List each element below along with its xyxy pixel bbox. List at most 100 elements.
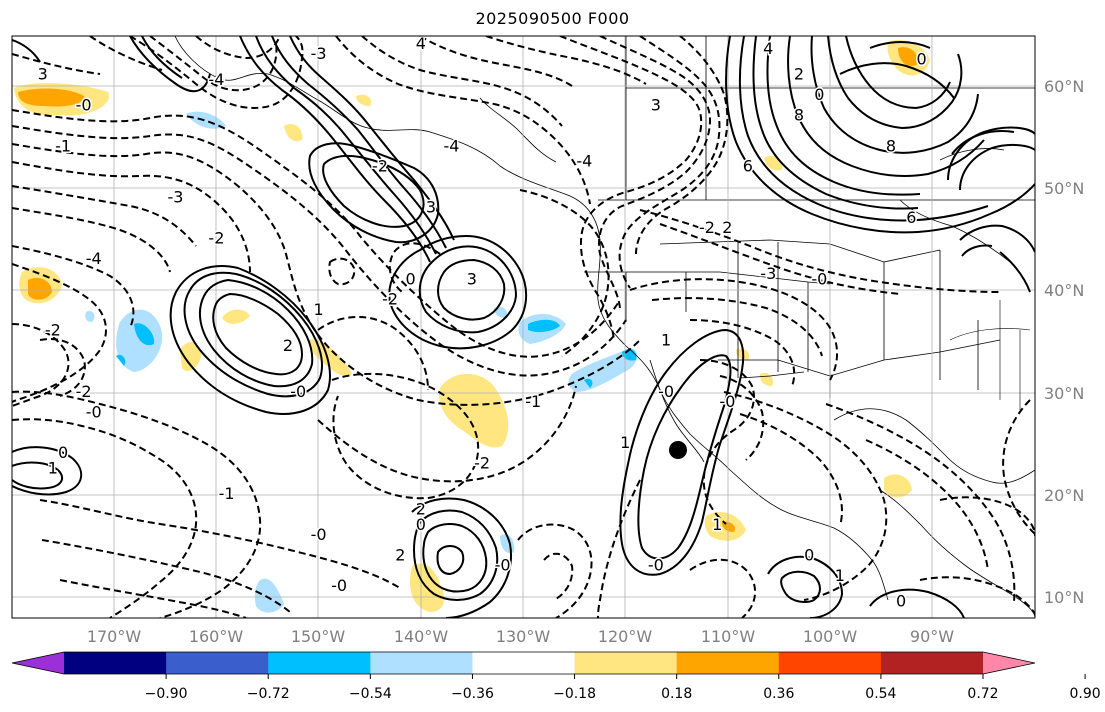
- colorbar-outline: [11, 651, 1036, 675]
- colorbar-segment: [778, 652, 882, 674]
- lon-label: 110°W: [701, 627, 756, 646]
- contour-label: 8: [794, 106, 804, 125]
- location-marker: [669, 441, 687, 459]
- contour-label: 0: [896, 592, 906, 611]
- colorbar-tick-label: −0.36: [451, 686, 494, 702]
- negative-contours: [12, 36, 1035, 618]
- colorbar-segment: [676, 652, 780, 674]
- contour-label: 8: [886, 136, 896, 155]
- contour-label: -0: [811, 269, 827, 288]
- colorbar-ticks: −0.90 −0.72 −0.54 −0.36 −0.18 0.18 0.36 0.54 0.7…: [145, 674, 1101, 702]
- contour-label: 1: [48, 459, 58, 478]
- anomaly-fills: [14, 40, 930, 613]
- contour-label: -1: [525, 392, 541, 411]
- contour-label: -4: [576, 152, 592, 171]
- contour-label: -2: [45, 320, 61, 339]
- contour-label: -2: [372, 157, 388, 176]
- contour-label: -2: [208, 228, 224, 247]
- contour-label: -3: [311, 44, 327, 63]
- lon-label: 100°W: [803, 627, 858, 646]
- colorbar: [11, 651, 1036, 675]
- contour-label: -0: [495, 556, 511, 575]
- contour-label: 1: [620, 433, 630, 452]
- contour-label: -0: [719, 392, 735, 411]
- contour-label: 3: [426, 198, 436, 217]
- contour-label: 3: [651, 95, 661, 114]
- lat-label: 20°N: [1044, 486, 1084, 505]
- map-title: 2025090500 F000: [475, 9, 630, 28]
- contour-label: -4: [208, 70, 224, 89]
- positive-contours: [12, 36, 1035, 618]
- contour-label: -0: [86, 402, 102, 421]
- colorbar-tick-label: −0.18: [553, 686, 596, 702]
- contour-label: 1: [712, 515, 722, 534]
- lat-label: 60°N: [1044, 77, 1084, 96]
- lon-label: 120°W: [598, 627, 653, 646]
- lon-label: 140°W: [394, 627, 449, 646]
- contour-label: 2: [794, 65, 804, 84]
- lat-label: 10°N: [1044, 588, 1084, 607]
- lon-label: 160°W: [189, 627, 244, 646]
- colorbar-segment: [574, 652, 678, 674]
- colorbar-tick-label: 0.18: [661, 686, 692, 702]
- contour-label: -2: [76, 382, 92, 401]
- contour-label: -3: [760, 264, 776, 283]
- contour-label: 0: [416, 515, 426, 534]
- contour-label: 0: [916, 49, 926, 68]
- colorbar-segment: [983, 652, 1035, 674]
- colorbar-tick-label: 0.90: [1070, 686, 1101, 702]
- contour-label: -0: [290, 382, 306, 401]
- contour-label: 1: [661, 331, 671, 350]
- lat-label: 50°N: [1044, 179, 1084, 198]
- latitude-labels: 60°N 50°N 40°N 30°N 20°N 10°N: [1044, 77, 1084, 607]
- contour-label: 2: [395, 545, 405, 564]
- colorbar-segment: [880, 652, 984, 674]
- contour-label: -0: [658, 382, 674, 401]
- contour-label: 0: [804, 545, 814, 564]
- contour-label: -0: [76, 95, 92, 114]
- contour-label: 4: [763, 39, 773, 58]
- lon-label: 90°W: [910, 627, 954, 646]
- contour-label: 3: [38, 65, 48, 84]
- contour-label: -2: [699, 218, 715, 237]
- colorbar-tick-label: 0.72: [967, 686, 998, 702]
- state-borders: [949, 300, 1031, 410]
- colorbar-segment: [12, 652, 64, 674]
- contour-label: 6: [906, 208, 916, 227]
- contour-label: 0: [58, 443, 68, 462]
- colorbar-tick-label: −0.72: [247, 686, 290, 702]
- contour-label: 0: [405, 269, 415, 288]
- contour-label: 4: [416, 34, 426, 53]
- colorbar-tick-label: 0.54: [865, 686, 896, 702]
- lon-label: 130°W: [496, 627, 551, 646]
- contour-label: -3: [168, 187, 184, 206]
- lon-label: 150°W: [291, 627, 346, 646]
- contour-label: -0: [648, 556, 664, 575]
- colorbar-tick-label: 0.36: [763, 686, 794, 702]
- contour-label: -2: [382, 290, 398, 309]
- longitude-labels: 170°W 160°W 150°W 140°W 130°W 120°W 110°…: [87, 627, 954, 646]
- contour-label: -1: [219, 484, 235, 503]
- contour-label: -2: [474, 453, 490, 472]
- colorbar-segment: [472, 652, 576, 674]
- lat-label: 30°N: [1044, 384, 1084, 403]
- contour-label: 2: [416, 499, 426, 518]
- contour-label: 3: [467, 269, 477, 288]
- contour-label: 6: [743, 157, 753, 176]
- colorbar-tick-label: −0.54: [349, 686, 392, 702]
- contour-label: -0: [311, 525, 327, 544]
- contour-label: 0: [814, 85, 824, 104]
- colorbar-segment: [268, 652, 371, 674]
- contour-labels: 3-0-1-3-2-4-2-2-001-1-0-02-01-23-4-20 3-2…: [36, 32, 928, 612]
- colorbar-segment: [64, 652, 167, 674]
- contour-label: -4: [443, 136, 459, 155]
- map-frame: [11, 35, 1036, 619]
- coastlines: [174, 36, 1035, 618]
- colorbar-tick-label: −0.90: [145, 686, 188, 702]
- contour-label: 1: [835, 566, 845, 585]
- contour-label: -1: [55, 136, 71, 155]
- lon-label: 170°W: [87, 627, 142, 646]
- contour-label: -0: [331, 576, 347, 595]
- contour-label: 2: [722, 218, 732, 237]
